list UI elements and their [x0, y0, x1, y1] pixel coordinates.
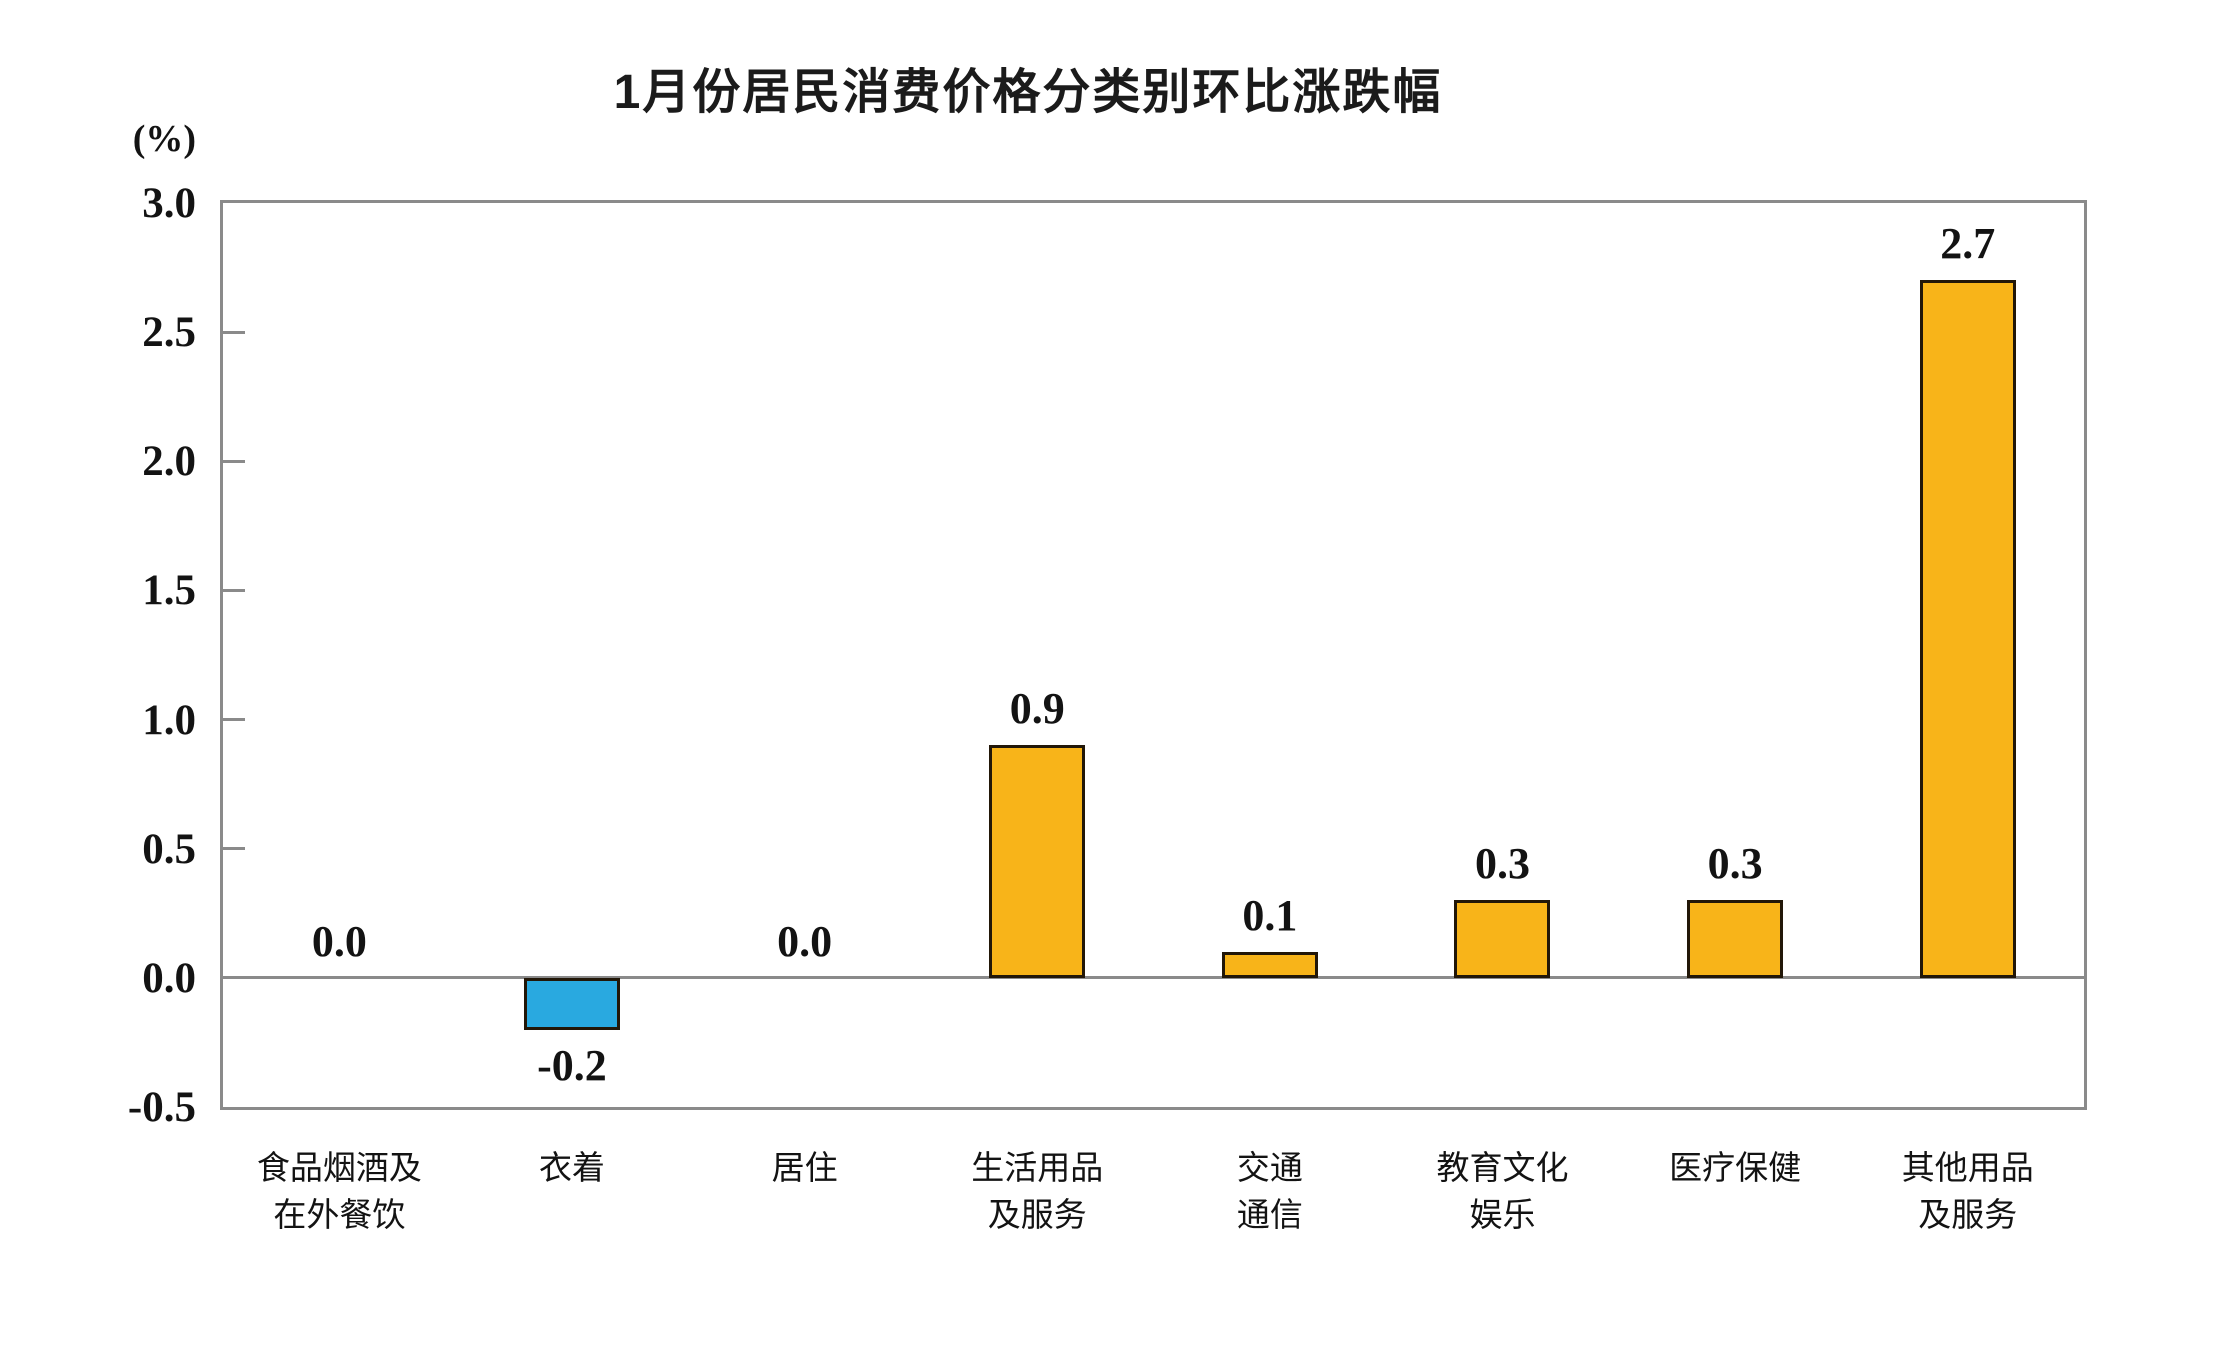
- y-axis-unit-label: (%): [132, 118, 196, 160]
- y-axis-tick: [223, 459, 245, 463]
- bar-clothing: [523, 977, 620, 1030]
- y-tick-label-0.0: 0.0: [142, 954, 196, 1002]
- y-axis-tick: [223, 718, 245, 722]
- y-tick-label-1.0: 1.0: [142, 696, 196, 744]
- y-tick-label-3.0: 3.0: [142, 180, 196, 227]
- bar-healthcare: [1687, 900, 1784, 978]
- chart-title: 1月份居民消费价格分类别环比涨跌幅: [613, 66, 1443, 119]
- category-label-transport-communication: 交通 通信: [1236, 1151, 1303, 1234]
- bar-household-goods-services: [989, 745, 1086, 978]
- category-label-housing: 居住: [771, 1151, 838, 1187]
- value-label-clothing: -0.2: [537, 1040, 607, 1090]
- bar-transport-communication: [1221, 952, 1318, 978]
- value-label-healthcare: 0.3: [1707, 839, 1763, 889]
- zero-baseline: [223, 976, 2084, 980]
- bar-education-culture-entertainment: [1454, 900, 1551, 978]
- value-label-transport-communication: 0.1: [1242, 891, 1298, 941]
- plot-area: 0.0 -0.2 0.0 0.9 0.1 0.3 0.3 2.7: [220, 200, 2087, 1110]
- category-label-other-goods-services: 其他用品 及服务: [1901, 1151, 2034, 1234]
- value-label-food-tobacco-dining: 0.0: [311, 916, 367, 966]
- y-axis-tick: [223, 847, 245, 851]
- value-label-other-goods-services: 2.7: [1940, 219, 1996, 269]
- y-axis-tick: [223, 588, 245, 592]
- value-label-housing: 0.0: [777, 916, 833, 966]
- bar-other-goods-services: [1919, 280, 2016, 978]
- y-tick-label-2.5: 2.5: [142, 309, 196, 357]
- category-label-household-goods-services: 生活用品 及服务: [971, 1151, 1104, 1234]
- category-label-healthcare: 医疗保健: [1669, 1151, 1802, 1187]
- category-label-education-culture-entertainment: 教育文化 娱乐: [1436, 1151, 1569, 1234]
- y-tick-label--0.5: -0.5: [127, 1084, 196, 1131]
- category-label-food-tobacco-dining: 食品烟酒及 在外餐饮: [256, 1151, 422, 1234]
- category-label-clothing: 衣着: [538, 1151, 605, 1187]
- y-tick-label-1.5: 1.5: [142, 567, 196, 615]
- y-axis-tick: [223, 330, 245, 334]
- y-tick-label-2.0: 2.0: [142, 438, 196, 486]
- y-tick-label-0.5: 0.5: [142, 825, 196, 873]
- value-label-education-culture-entertainment: 0.3: [1474, 839, 1530, 889]
- value-label-household-goods-services: 0.9: [1009, 684, 1065, 734]
